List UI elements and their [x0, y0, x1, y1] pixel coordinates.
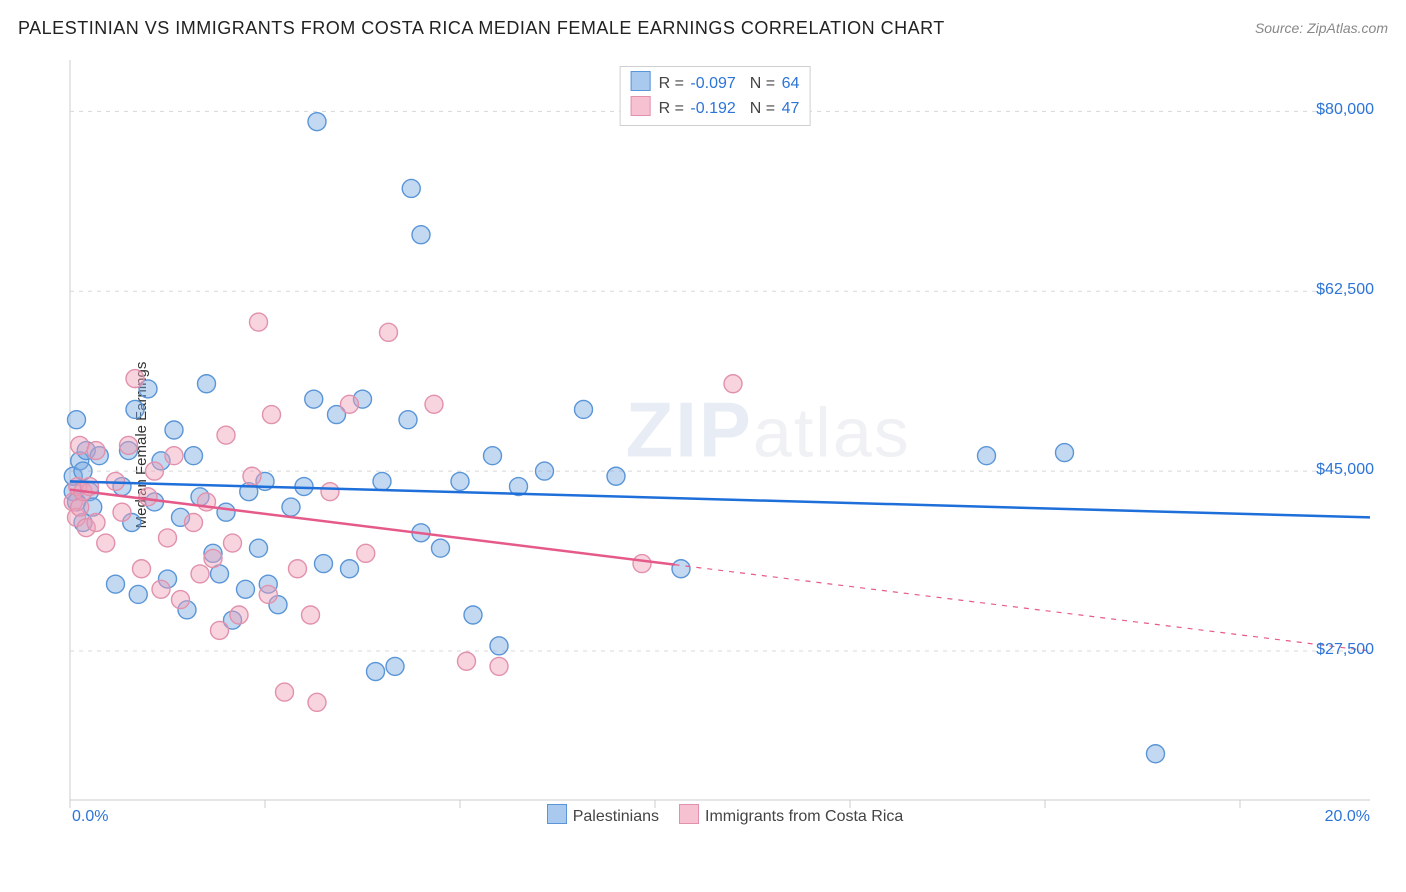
data-point	[250, 539, 268, 557]
data-point	[230, 606, 248, 624]
data-point	[129, 585, 147, 603]
data-point	[367, 663, 385, 681]
data-point	[633, 555, 651, 573]
data-point	[978, 447, 996, 465]
data-point	[425, 395, 443, 413]
correlation-stats-box: R = -0.097N = 64R = -0.192N = 47	[620, 66, 811, 126]
data-point	[1147, 745, 1165, 763]
data-point	[204, 549, 222, 567]
chart-title: PALESTINIAN VS IMMIGRANTS FROM COSTA RIC…	[18, 18, 945, 38]
data-point	[341, 395, 359, 413]
y-tick-label: $27,500	[1316, 641, 1374, 659]
data-point	[1056, 444, 1074, 462]
data-point	[308, 693, 326, 711]
data-point	[386, 657, 404, 675]
legend-swatch	[679, 804, 699, 824]
data-point	[159, 529, 177, 547]
data-point	[185, 447, 203, 465]
data-point	[152, 580, 170, 598]
data-point	[198, 375, 216, 393]
data-point	[120, 436, 138, 454]
chart-container: Median Female Earnings ZIPatlas R = -0.0…	[50, 60, 1380, 830]
data-point	[68, 411, 86, 429]
data-point	[87, 442, 105, 460]
data-point	[165, 447, 183, 465]
data-point	[607, 467, 625, 485]
data-point	[237, 580, 255, 598]
data-point	[107, 575, 125, 593]
data-point	[126, 400, 144, 418]
data-point	[211, 621, 229, 639]
data-point	[484, 447, 502, 465]
stats-row: R = -0.192N = 47	[631, 96, 800, 121]
data-point	[243, 467, 261, 485]
y-tick-label: $80,000	[1316, 101, 1374, 119]
data-point	[672, 560, 690, 578]
data-point	[536, 462, 554, 480]
data-point	[276, 683, 294, 701]
data-point	[724, 375, 742, 393]
data-point	[302, 606, 320, 624]
data-point	[71, 436, 89, 454]
data-point	[259, 585, 277, 603]
data-point	[87, 514, 105, 532]
data-point	[399, 411, 417, 429]
legend-label: Palestinians	[573, 808, 659, 825]
data-point	[575, 400, 593, 418]
data-point	[191, 565, 209, 583]
legend-swatch	[631, 96, 651, 116]
data-point	[139, 488, 157, 506]
data-point	[464, 606, 482, 624]
trend-line	[70, 481, 1370, 517]
data-point	[412, 226, 430, 244]
data-point	[113, 503, 131, 521]
data-point	[263, 406, 281, 424]
trend-line-extrapolated	[675, 565, 1371, 651]
series-legend: Palestinians Immigrants from Costa Rica	[50, 804, 1380, 826]
data-point	[315, 555, 333, 573]
data-point	[126, 370, 144, 388]
data-point	[146, 462, 164, 480]
data-point	[217, 426, 235, 444]
stats-row: R = -0.097N = 64	[631, 71, 800, 96]
data-point	[380, 323, 398, 341]
data-point	[451, 472, 469, 490]
data-point	[185, 514, 203, 532]
y-tick-label: $62,500	[1316, 281, 1374, 299]
y-tick-label: $45,000	[1316, 461, 1374, 479]
data-point	[133, 560, 151, 578]
data-point	[490, 657, 508, 675]
data-point	[402, 179, 420, 197]
data-point	[341, 560, 359, 578]
scatter-plot	[50, 60, 1380, 830]
legend-swatch	[631, 71, 651, 91]
data-point	[308, 113, 326, 131]
data-point	[357, 544, 375, 562]
data-point	[305, 390, 323, 408]
data-point	[289, 560, 307, 578]
data-point	[250, 313, 268, 331]
data-point	[224, 534, 242, 552]
legend-swatch	[547, 804, 567, 824]
data-point	[458, 652, 476, 670]
data-point	[321, 483, 339, 501]
data-point	[373, 472, 391, 490]
legend-label: Immigrants from Costa Rica	[705, 808, 903, 825]
data-point	[282, 498, 300, 516]
data-point	[172, 591, 190, 609]
data-point	[97, 534, 115, 552]
data-point	[490, 637, 508, 655]
data-point	[217, 503, 235, 521]
source-attribution: Source: ZipAtlas.com	[1255, 20, 1388, 36]
data-point	[165, 421, 183, 439]
data-point	[432, 539, 450, 557]
